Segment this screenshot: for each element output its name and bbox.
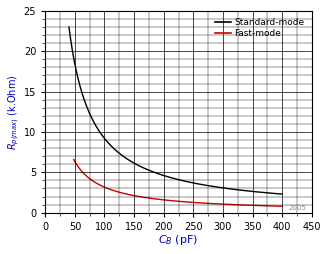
- Fast-mode: [274, 204, 278, 208]
- Fast-mode: [82, 172, 86, 176]
- Standard-mode: [171, 177, 174, 180]
- Standard-mode: [78, 84, 82, 87]
- Line: Fast-mode: Fast-mode: [74, 160, 282, 206]
- Standard-mode: [165, 175, 169, 178]
- Fast-mode: [168, 199, 172, 202]
- Standard-mode: [235, 188, 239, 191]
- Fast-mode: [72, 158, 76, 161]
- Fast-mode: [173, 199, 177, 202]
- Standard-mode: [67, 26, 71, 29]
- Fast-mode: [236, 203, 240, 206]
- Fast-mode: [274, 204, 278, 208]
- Fast-mode: [280, 205, 284, 208]
- Y-axis label: $R_{p(max)}$ (k.Ohm): $R_{p(max)}$ (k.Ohm): [7, 74, 22, 150]
- Text: 2005: 2005: [289, 205, 306, 211]
- Legend: Standard-mode, Fast-mode: Standard-mode, Fast-mode: [212, 15, 307, 41]
- Line: Standard-mode: Standard-mode: [69, 27, 282, 194]
- Standard-mode: [274, 192, 278, 195]
- Standard-mode: [274, 192, 278, 195]
- Standard-mode: [280, 193, 284, 196]
- X-axis label: $C_B$ (pF): $C_B$ (pF): [158, 233, 199, 247]
